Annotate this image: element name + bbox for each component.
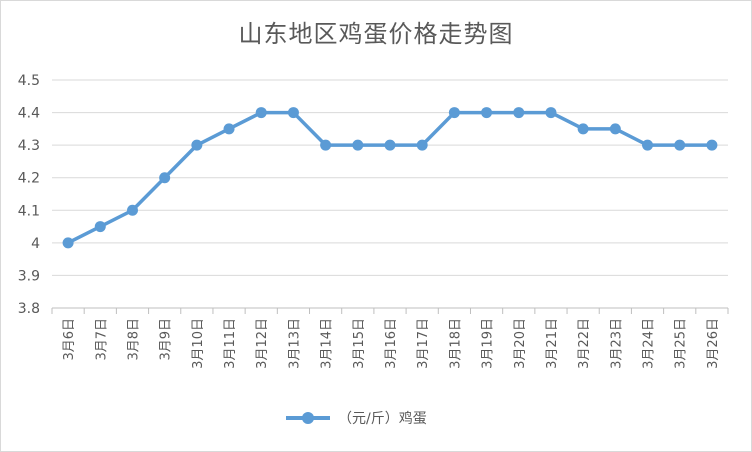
data-point — [94, 221, 106, 233]
x-tick-label: 3月20日 — [513, 318, 528, 369]
data-point — [384, 139, 396, 151]
x-tick-label: 3月14日 — [320, 318, 335, 369]
data-point — [62, 237, 74, 249]
x-tick-label: 3月24日 — [642, 318, 657, 369]
chart-title: 山东地区鸡蛋价格走势图 — [238, 20, 514, 48]
data-point — [481, 107, 493, 119]
data-point — [320, 139, 332, 151]
y-tick-label: 3.9 — [18, 268, 40, 284]
x-tick-label: 3月21日 — [545, 318, 560, 369]
data-point — [223, 123, 235, 135]
data-point — [706, 139, 718, 151]
data-point — [513, 107, 525, 119]
x-tick-label: 3月11日 — [223, 318, 238, 369]
x-tick-label: 3月13日 — [287, 318, 302, 369]
y-tick-label: 4.2 — [18, 171, 40, 187]
x-tick-label: 3月12日 — [255, 318, 270, 369]
data-point — [126, 204, 138, 216]
legend-label: （元/斤）鸡蛋 — [338, 411, 427, 427]
x-tick-label: 3月7日 — [94, 318, 109, 361]
x-tick-label: 3月25日 — [674, 318, 689, 369]
data-point — [191, 139, 203, 151]
data-point — [674, 139, 686, 151]
x-tick-label: 3月10日 — [191, 318, 206, 369]
x-tick-label: 3月15日 — [352, 318, 367, 369]
x-tick-label: 3月23日 — [609, 318, 624, 369]
x-tick-label: 3月6日 — [62, 318, 77, 361]
data-point — [545, 107, 557, 119]
x-tick-label: 3月19日 — [481, 318, 496, 369]
x-tick-label: 3月18日 — [448, 318, 463, 369]
y-tick-label: 4 — [31, 236, 40, 252]
data-point — [287, 107, 299, 119]
y-tick-label: 4.4 — [18, 106, 40, 122]
data-point — [159, 172, 171, 184]
x-tick-label: 3月22日 — [577, 318, 592, 369]
data-point — [448, 107, 460, 119]
x-tick-label: 3月9日 — [159, 318, 174, 361]
data-point — [642, 139, 654, 151]
legend-swatch-icon — [286, 412, 330, 424]
data-point — [577, 123, 589, 135]
x-tick-label: 3月26日 — [706, 318, 721, 369]
data-point — [255, 107, 267, 119]
x-tick-label: 3月17日 — [416, 318, 431, 369]
data-point — [416, 139, 428, 151]
y-tick-label: 4.1 — [18, 203, 40, 219]
chart-legend: （元/斤）鸡蛋 — [286, 408, 427, 428]
y-tick-label: 4.3 — [18, 138, 40, 154]
data-point — [352, 139, 364, 151]
y-tick-label: 4.5 — [18, 73, 40, 89]
data-point — [609, 123, 621, 135]
y-tick-label: 3.8 — [18, 301, 40, 317]
x-tick-label: 3月8日 — [126, 318, 141, 361]
x-tick-label: 3月16日 — [384, 318, 399, 369]
